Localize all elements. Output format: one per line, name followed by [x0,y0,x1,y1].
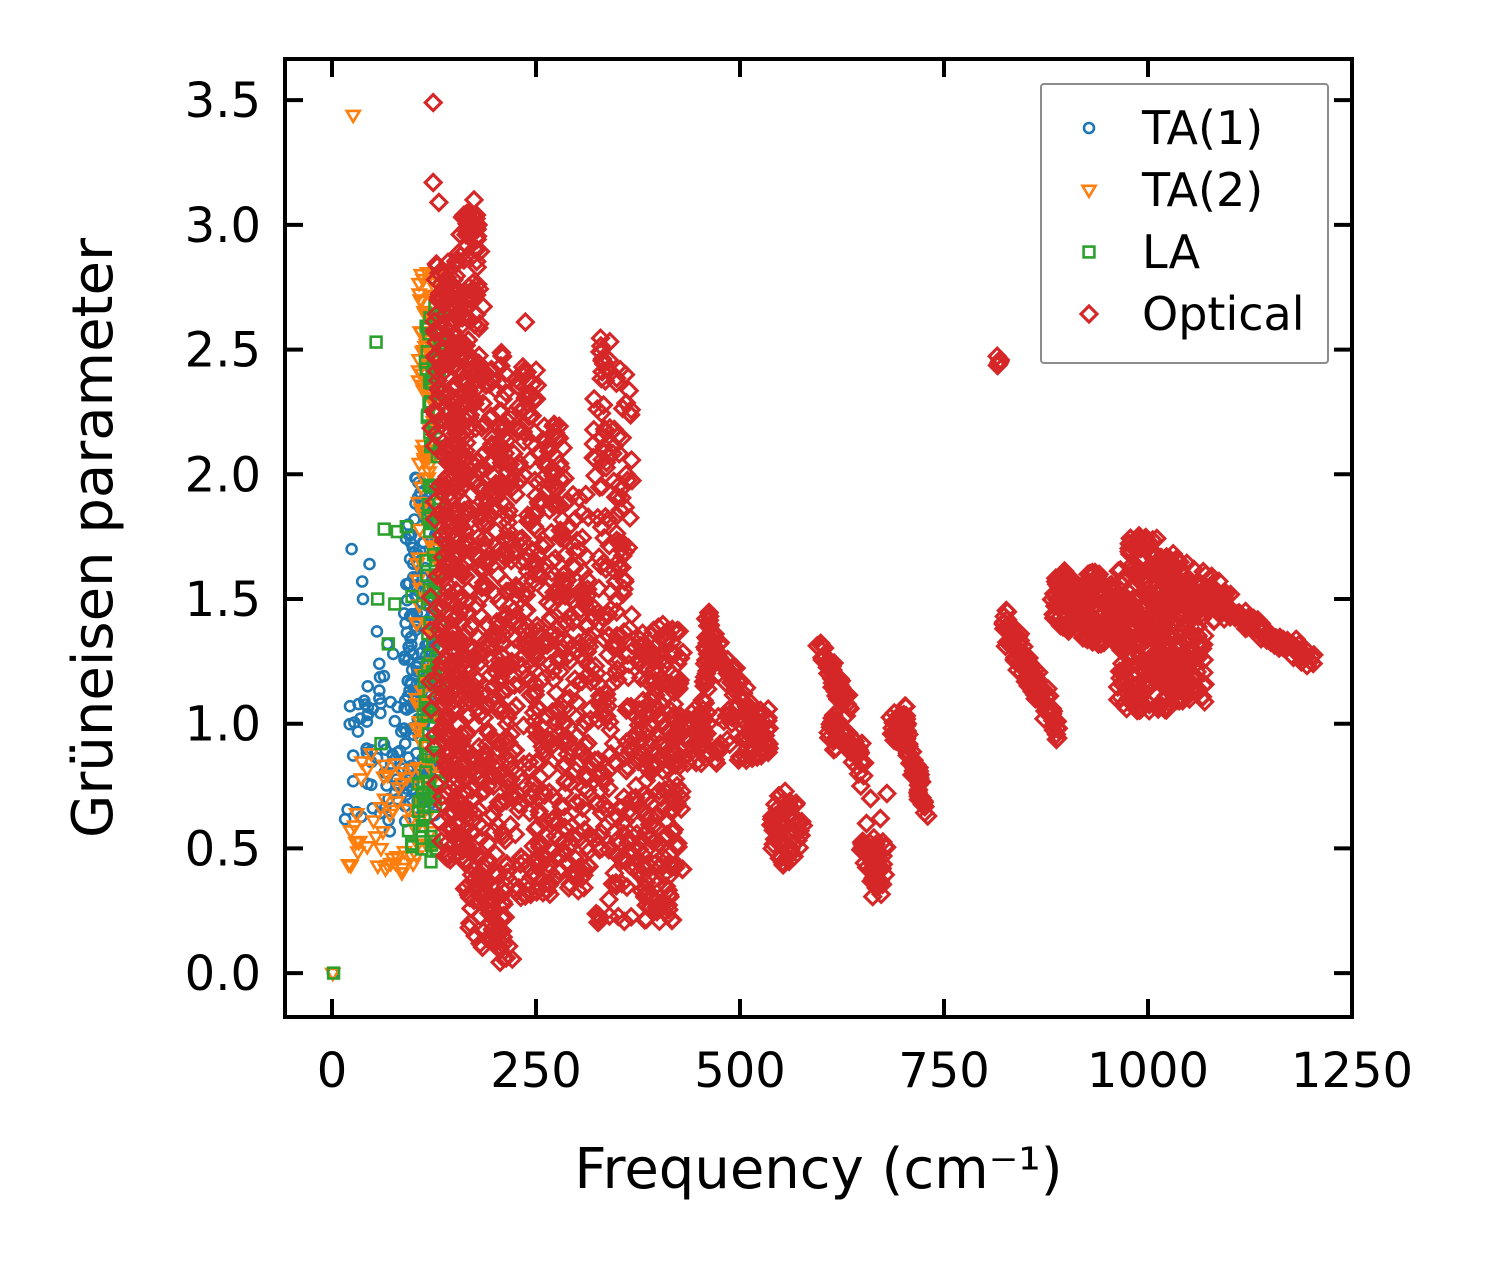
y-tick-label: 0.0 [185,946,261,1002]
x-tick-label: 0 [317,1043,348,1099]
y-tick-label: 3.5 [185,73,261,129]
legend-item-ta2: TA(2) [1060,159,1327,221]
legend-item-ta1: TA(1) [1060,97,1327,159]
y-axis-label: Grüneisen parameter [61,237,126,838]
legend-label-la: LA [1142,229,1200,275]
y-tick-label: 1.0 [185,697,261,753]
x-tick-label: 1000 [1087,1043,1209,1099]
legend: TA(1) TA(2) LA Optical [1040,83,1329,364]
ta2-triangle-icon [1060,179,1118,201]
ta1-circle-icon [1060,117,1118,139]
x-tick-label: 500 [694,1043,786,1099]
axes: 0 250 500 750 1000 1250 0.0 0.5 1.0 1.5 2.0 2.5 3.0 3… [61,57,1413,1202]
x-tick-label: 1250 [1291,1043,1413,1099]
y-tick-label: 1.5 [185,572,261,628]
y-tick-label: 2.5 [185,323,261,379]
y-tick-label: 3.0 [185,198,261,254]
plot-spines [283,57,1354,1019]
la-square-icon [1060,241,1118,263]
y-tick-label: 2.0 [185,447,261,503]
legend-label-optical: Optical [1142,291,1304,337]
x-axis-label: Frequency (cm⁻¹) [574,1137,1062,1202]
x-tick-label: 750 [898,1043,990,1099]
legend-label-ta1: TA(1) [1142,105,1263,151]
axis-ticks [285,59,1354,1017]
legend-item-optical: Optical [1060,283,1327,345]
x-tick-label: 250 [490,1043,582,1099]
legend-item-la: LA [1060,221,1327,283]
axis-tick-labels: 0 250 500 750 1000 1250 0.0 0.5 1.0 1.5 2.0 2.5 3.0 3… [185,73,1413,1099]
optical-diamond-icon [1060,303,1118,325]
legend-label-ta2: TA(2) [1142,167,1263,213]
y-tick-label: 0.5 [185,821,261,877]
